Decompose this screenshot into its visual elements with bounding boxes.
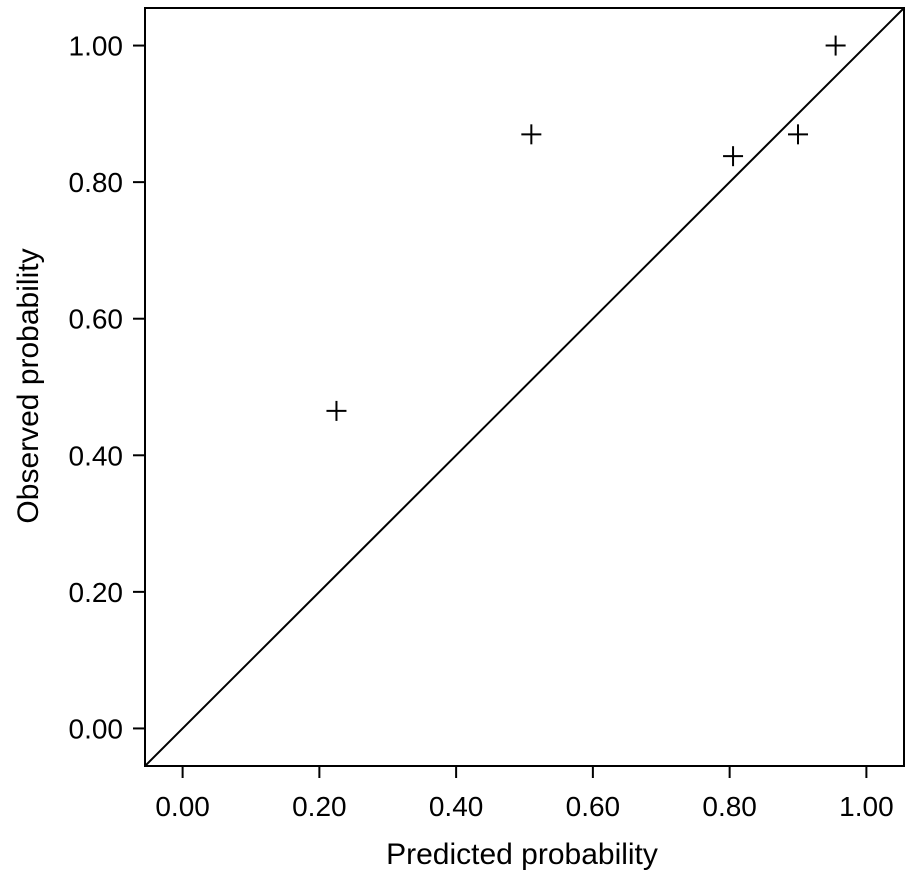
y-tick-label: 1.00: [69, 31, 124, 62]
x-tick-label: 0.60: [566, 791, 621, 822]
x-tick-label: 1.00: [839, 791, 894, 822]
data-point-plus-marker: [326, 400, 347, 421]
y-tick-label: 0.20: [69, 577, 124, 608]
x-axis: 0.00 0.20 0.40 0.60 0.80 1.00: [155, 766, 894, 822]
data-point-plus-marker: [825, 35, 846, 56]
x-tick-label: 0.00: [155, 791, 210, 822]
plot-frame: [144, 7, 905, 767]
data-point-plus-marker: [723, 146, 744, 167]
data-point-plus-marker: [521, 124, 542, 145]
y-tick-label: 0.60: [69, 304, 124, 335]
x-axis-title: Predicted probability: [386, 838, 658, 871]
data-points: [326, 35, 846, 421]
reference-line-group: [144, 7, 905, 767]
reference-diagonal-line: [144, 7, 905, 767]
y-tick-label: 0.40: [69, 440, 124, 471]
x-tick-label: 0.20: [292, 791, 347, 822]
data-point-plus-marker: [788, 124, 809, 145]
y-axis-title: Observed probability: [12, 248, 45, 523]
y-axis: 0.00 0.20 0.40 0.60 0.80 1.00: [69, 31, 145, 744]
y-tick-label: 0.80: [69, 167, 124, 198]
x-tick-label: 0.40: [429, 791, 484, 822]
y-tick-label: 0.00: [69, 713, 124, 744]
x-tick-label: 0.80: [702, 791, 757, 822]
